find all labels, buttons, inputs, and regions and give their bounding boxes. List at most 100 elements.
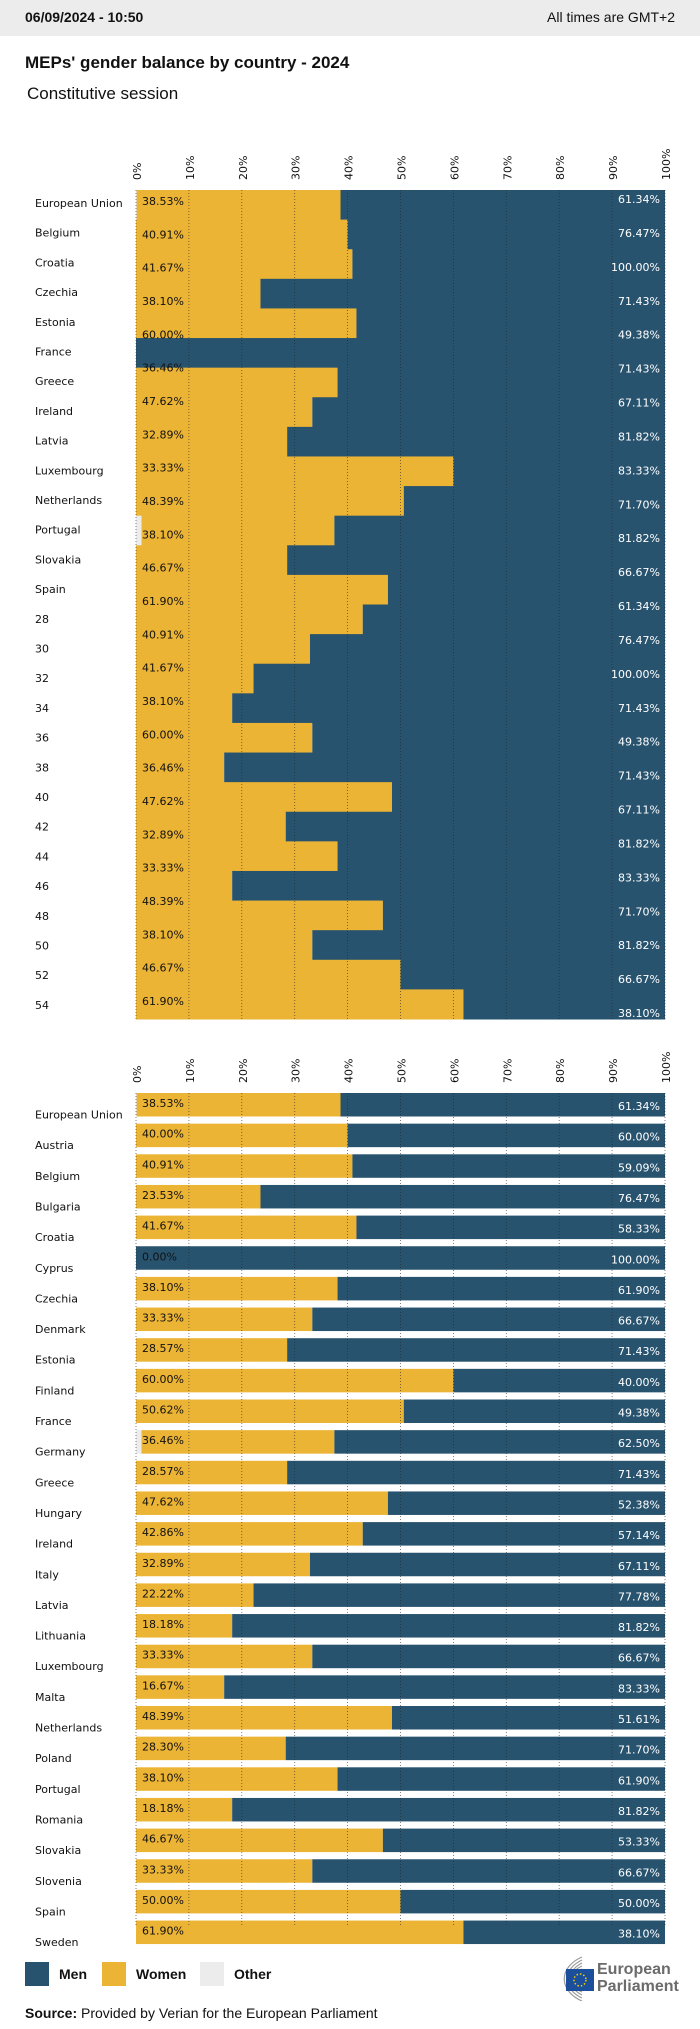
top-women-data-label: 38.10% (142, 695, 184, 708)
top-men-data-label: 49.38% (618, 329, 660, 342)
top-women-data-label: 32.89% (142, 828, 184, 841)
top-bar-men (334, 515, 665, 546)
top-women-data-label: 33.33% (142, 462, 184, 475)
x-tick-label: 60% (448, 1059, 461, 1083)
bar-women (136, 1889, 401, 1914)
chart-title: MEPs' gender balance by country - 2024 (25, 53, 350, 72)
top-bar-women (136, 308, 357, 339)
top-y-label: Latvia (35, 435, 69, 448)
women-data-label: 16.67% (142, 1679, 184, 1692)
bar-women (136, 1307, 313, 1332)
bar-women (136, 1399, 404, 1423)
men-data-label: 60.00% (618, 1131, 660, 1144)
category-label: Estonia (35, 1354, 76, 1367)
men-data-label: 51.61% (618, 1713, 660, 1726)
top-bar-women (136, 249, 353, 280)
top-bar-men (136, 338, 665, 369)
top-bar-women (136, 841, 338, 872)
top-bar-women (136, 693, 233, 724)
men-data-label: 83.33% (618, 1682, 660, 1695)
top-men-data-label: 66.67% (618, 973, 660, 986)
men-data-label: 40.00% (618, 1376, 660, 1389)
top-women-data-label: 40.91% (142, 628, 184, 641)
bar-men (287, 1460, 665, 1485)
top-y-label: 44 (35, 850, 49, 863)
top-bar-women (136, 278, 261, 309)
legend-label: Women (136, 1966, 187, 1982)
x-tick-label: 0% (131, 163, 144, 180)
bar-men (260, 1184, 665, 1209)
source-text: Provided by Verian for the European Parl… (81, 2005, 378, 2021)
category-label: Denmark (35, 1323, 86, 1336)
women-data-label: 61.90% (142, 1925, 184, 1938)
women-data-label: 42.86% (142, 1526, 184, 1539)
bar-men (232, 1614, 666, 1638)
category-label: Croatia (35, 1231, 75, 1244)
x-tick-label: 10% (184, 156, 197, 180)
category-label: Malta (35, 1691, 65, 1704)
top-women-data-label: 33.33% (142, 862, 184, 875)
bar-women (136, 1859, 313, 1883)
women-data-label: 40.91% (142, 1158, 184, 1171)
women-data-label: 41.67% (142, 1220, 184, 1233)
men-data-label: 59.09% (618, 1161, 660, 1174)
top-y-label: Ireland (35, 405, 73, 418)
bar-women (136, 1614, 233, 1638)
x-tick-label: 10% (184, 1059, 197, 1083)
top-men-data-label: 49.38% (618, 736, 660, 749)
men-data-label: 38.10% (618, 1928, 660, 1941)
datetime: 06/09/2024 - 10:50 (25, 9, 144, 25)
women-data-label: 38.10% (142, 1281, 184, 1294)
bar-men (253, 1583, 665, 1607)
timezone-note: All times are GMT+2 (547, 9, 675, 25)
top-women-data-label: 60.00% (142, 728, 184, 741)
men-data-label: 76.47% (618, 1192, 660, 1205)
top-women-data-label: 60.00% (142, 328, 184, 341)
top-women-data-label: 40.91% (142, 228, 184, 241)
top-women-data-label: 36.46% (142, 362, 184, 375)
men-data-label: 67.11% (618, 1560, 660, 1573)
category-label: Austria (35, 1139, 74, 1152)
top-y-label: 34 (35, 702, 49, 715)
top-bar-women (136, 989, 464, 1020)
top-y-label: 48 (35, 910, 49, 923)
bar-women (136, 1736, 286, 1761)
category-label: Germany (35, 1446, 86, 1459)
top-bar-men (356, 308, 665, 339)
top-bar-women (141, 515, 335, 546)
bar-women (136, 1460, 288, 1485)
top-men-data-label: 71.70% (618, 498, 660, 511)
logo-text-line1: European (597, 1961, 671, 1978)
category-label: Cyprus (35, 1262, 74, 1275)
bar-men (285, 1736, 665, 1761)
women-data-label: 47.62% (142, 1495, 184, 1508)
top-bar-women (136, 190, 341, 221)
bar-men (391, 1706, 665, 1730)
top-women-data-label: 41.67% (142, 662, 184, 675)
women-data-label: 0.00% (142, 1250, 177, 1263)
women-data-label: 28.57% (142, 1342, 184, 1355)
legend: Men Women Other (25, 1962, 325, 1988)
top-y-label: 30 (35, 643, 49, 656)
men-data-label: 61.90% (618, 1774, 660, 1787)
x-tick-label: 40% (343, 1059, 356, 1083)
women-data-label: 38.53% (142, 1097, 184, 1110)
top-women-data-label: 41.67% (142, 262, 184, 275)
women-data-label: 60.00% (142, 1373, 184, 1386)
women-data-label: 18.18% (142, 1802, 184, 1815)
men-data-label: 52.38% (618, 1498, 660, 1511)
bar-men (224, 1675, 665, 1699)
top-bar-women (136, 663, 254, 694)
top-bar-men (312, 397, 665, 428)
men-data-label: 71.43% (618, 1345, 660, 1358)
category-label: Latvia (35, 1599, 69, 1612)
category-label: Finland (35, 1384, 74, 1397)
chart-subtitle: Constitutive session (27, 84, 179, 103)
category-label: Spain (35, 1905, 66, 1918)
top-bar-women (136, 782, 392, 813)
bar-men (340, 1093, 665, 1117)
top-women-data-label: 61.90% (142, 595, 184, 608)
bar-men (352, 1154, 665, 1178)
bar-women (141, 1430, 335, 1454)
men-data-label: 53.33% (618, 1836, 660, 1849)
